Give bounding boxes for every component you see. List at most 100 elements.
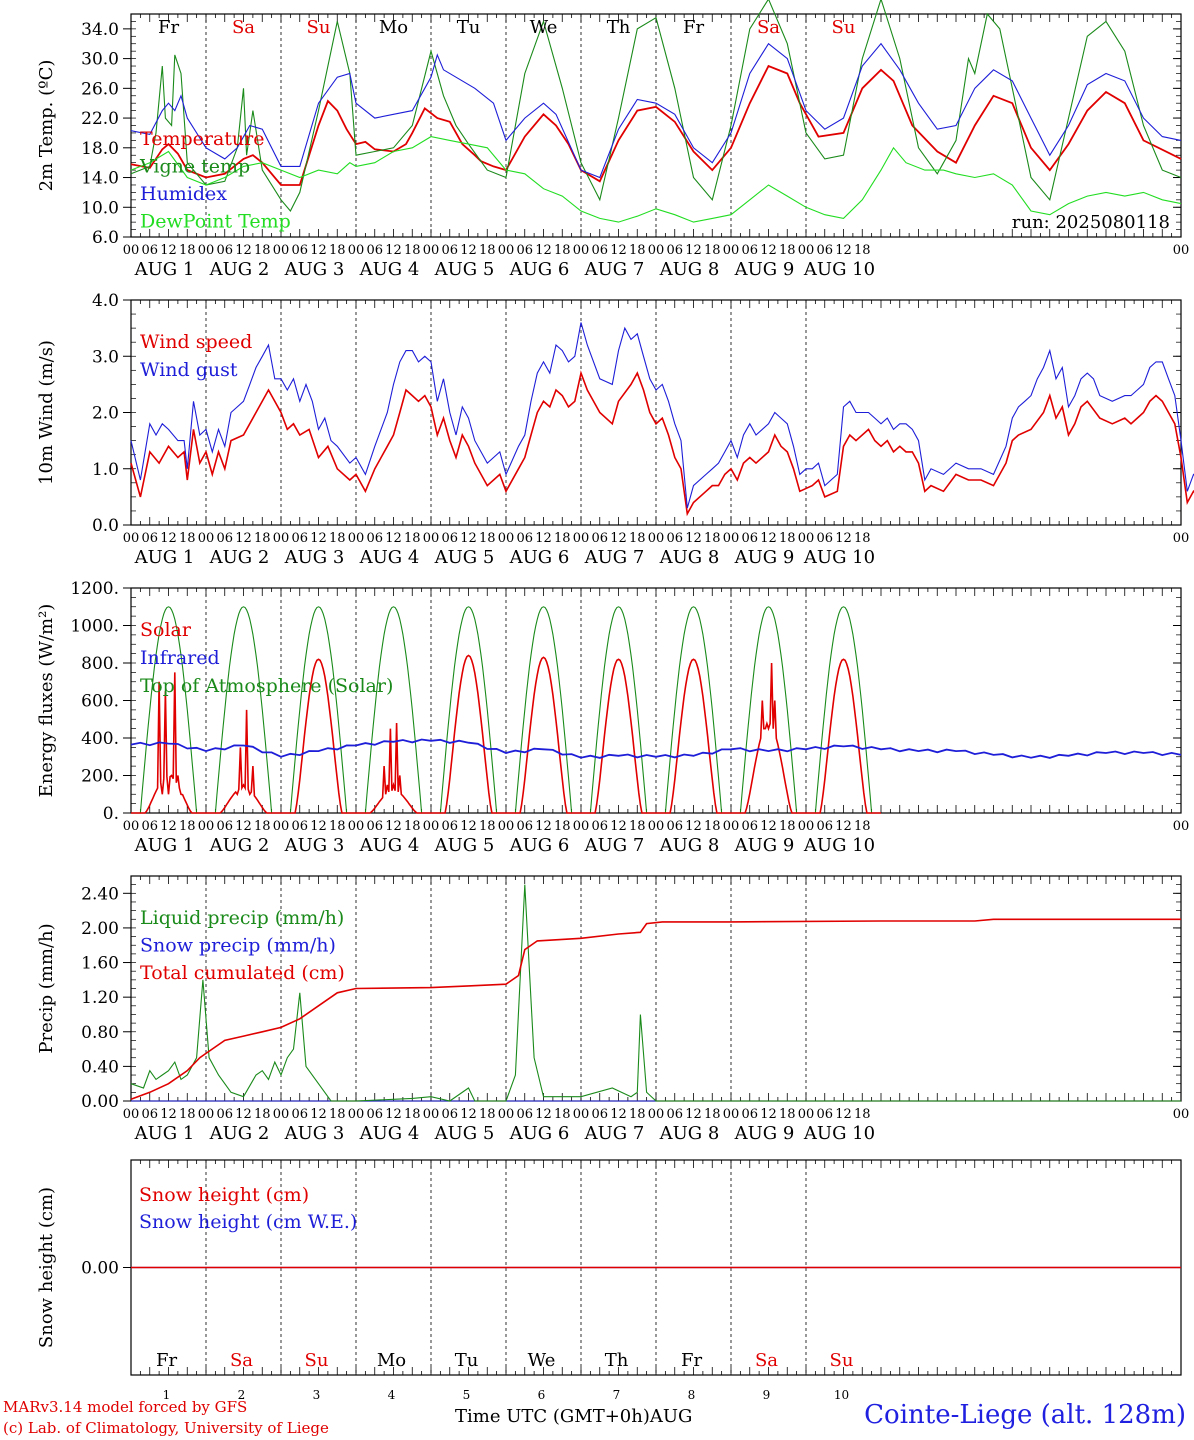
hour-tick-label: 00 [723,1107,740,1122]
legend-entry: Snow precip (mm/h) [140,935,336,957]
hour-tick-label: 18 [704,243,721,258]
weekday-label: Sa [232,17,255,38]
y-tick-label: 2.40 [81,884,119,904]
hour-tick-label: 12 [310,531,327,546]
panel-frame [130,13,1182,238]
day-number: 10 [834,1388,849,1402]
y-tick-label: 2.00 [81,919,119,939]
hour-tick-label: 00 [1173,1107,1190,1122]
series-line-wind-speed [130,370,1194,517]
day-caption: AUG 3 [284,547,345,568]
hour-tick-label: 12 [235,819,252,834]
hour-tick-label: 18 [254,1107,271,1122]
hour-tick-label: 18 [254,531,271,546]
day-caption: AUG 2 [209,547,270,568]
series-line-dewpoint-temp [130,136,1182,223]
hour-tick-label: 00 [798,1107,815,1122]
hour-tick-label: 12 [235,243,252,258]
weekday-label: Fr [158,17,179,38]
hour-tick-label: 06 [291,531,308,546]
y-tick-label: 6.0 [92,228,119,248]
day-caption: AUG 8 [659,1123,720,1144]
hour-tick-label: 12 [685,531,702,546]
hour-tick-label: 00 [648,243,665,258]
hour-tick-label: 00 [123,243,140,258]
day-caption: AUG 4 [359,1123,420,1144]
hour-tick-label: 18 [629,1107,646,1122]
panel-4 [123,875,1182,1102]
hour-tick-label: 06 [141,243,158,258]
day-caption: AUG 9 [734,259,795,280]
legend-entry: Snow height (cm W.E.) [139,1211,357,1233]
hour-tick-label: 12 [760,1107,777,1122]
hour-tick-label: 06 [141,1107,158,1122]
hour-tick-label: 18 [554,819,571,834]
y-axis-label: Energy fluxes (W/m²) [36,604,57,798]
day-caption: AUG 10 [803,835,875,856]
hour-tick-label: 18 [779,243,796,258]
y-tick-label: 800. [81,654,119,674]
hour-tick-label: 00 [573,531,590,546]
day-number: 2 [238,1388,246,1402]
hour-tick-label: 12 [310,1107,327,1122]
hour-tick-label: 06 [141,531,158,546]
panel-3 [123,587,1182,814]
y-tick-label: 30.0 [81,50,119,70]
panel-1 [123,0,1182,238]
y-tick-label: 1200. [70,579,119,599]
hour-tick-label: 12 [610,1107,627,1122]
y-tick-label: 0.80 [81,1023,119,1043]
hour-tick-label: 00 [498,243,515,258]
day-caption: AUG 7 [584,547,645,568]
day-number: 8 [688,1388,696,1402]
legend-entry: Infrared [140,647,220,669]
legend-entry: Wind gust [140,359,238,381]
legend-entry: Liquid precip (mm/h) [140,907,344,929]
weekday-label: Su [830,1350,854,1371]
hour-tick-label: 00 [798,531,815,546]
time-axis-label: Time UTC (GMT+0h)AUG [455,1406,693,1427]
y-tick-label: 26.0 [81,79,119,99]
day-caption: AUG 8 [659,547,720,568]
hour-tick-label: 06 [366,531,383,546]
day-caption: AUG 7 [584,259,645,280]
hour-tick-label: 12 [160,819,177,834]
y-tick-label: 0.00 [81,1092,119,1112]
hour-tick-label: 12 [760,243,777,258]
hour-tick-label: 18 [854,531,871,546]
y-tick-label: 0.40 [81,1057,119,1077]
hour-tick-label: 06 [516,243,533,258]
day-caption: AUG 2 [209,1123,270,1144]
day-number: 1 [163,1388,171,1402]
hour-tick-label: 12 [385,819,402,834]
y-tick-label: 4.0 [92,291,119,311]
hour-tick-label: 06 [441,243,458,258]
legend-entry: Vigne temp [139,156,250,178]
day-caption: AUG 10 [803,259,875,280]
panel-2 [123,299,1194,526]
hour-tick-label: 00 [798,819,815,834]
hour-tick-label: 00 [423,531,440,546]
hour-tick-label: 00 [273,819,290,834]
hour-tick-label: 00 [123,1107,140,1122]
hour-tick-label: 18 [554,1107,571,1122]
hour-tick-label: 18 [479,819,496,834]
weekday-label: Fr [683,17,704,38]
hour-tick-label: 00 [348,819,365,834]
hour-tick-label: 00 [273,1107,290,1122]
day-caption: AUG 6 [509,1123,570,1144]
panel-frame [130,587,1182,814]
series-line-infrared [130,738,1182,759]
hour-tick-label: 12 [610,531,627,546]
hour-tick-label: 00 [348,243,365,258]
y-tick-label: 14.0 [81,169,119,189]
hour-tick-label: 06 [516,1107,533,1122]
hour-tick-label: 06 [216,531,233,546]
day-caption: AUG 9 [734,1123,795,1144]
hour-tick-label: 18 [479,531,496,546]
y-axis-label: Precip (mm/h) [36,923,57,1053]
hour-tick-label: 12 [835,243,852,258]
day-caption: AUG 7 [584,1123,645,1144]
hour-tick-label: 18 [779,1107,796,1122]
